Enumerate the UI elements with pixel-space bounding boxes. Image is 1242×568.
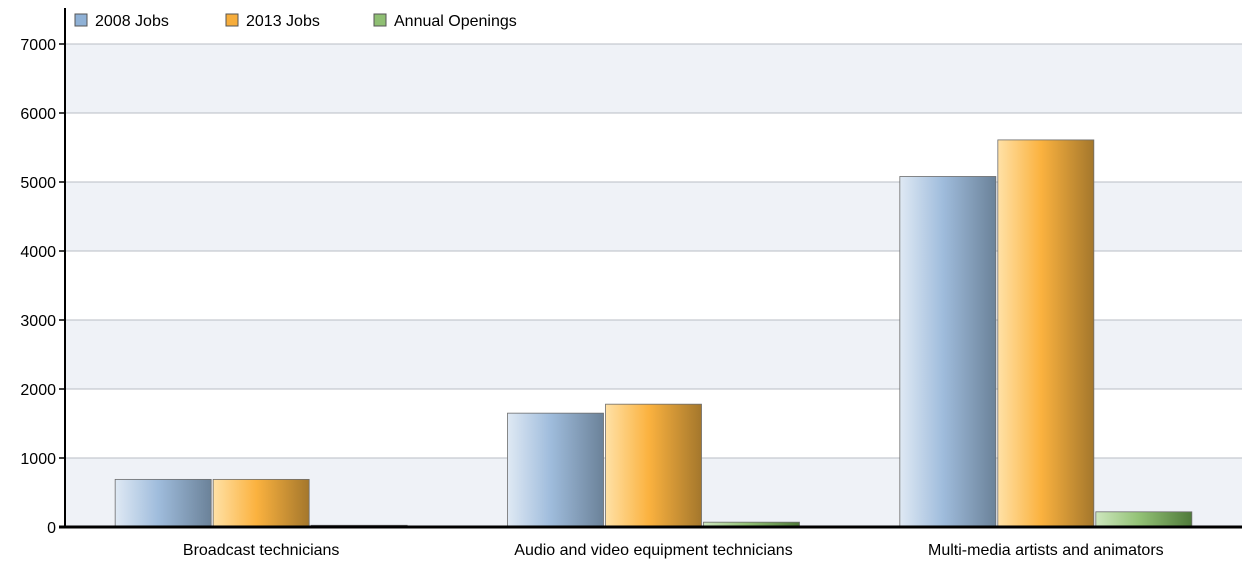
bar	[1095, 511, 1193, 528]
bar	[899, 176, 997, 528]
y-tick-label: 3000	[20, 313, 56, 330]
legend: 2008 Jobs 2013 Jobs Annual Openings	[74, 13, 517, 30]
x-tick-label: Multi-media artists and animators	[928, 542, 1164, 559]
legend-label: 2008 Jobs	[95, 13, 169, 30]
y-tick-label: 4000	[20, 244, 56, 261]
legend-label: 2013 Jobs	[246, 13, 320, 30]
legend-label: Annual Openings	[394, 13, 517, 30]
y-tick-label: 6000	[20, 106, 56, 123]
x-tick-label: Broadcast technicians	[183, 542, 340, 559]
bar	[212, 478, 310, 528]
bar	[997, 139, 1095, 528]
bar	[114, 478, 212, 528]
plot-band	[65, 8, 1242, 44]
y-tick-label: 0	[47, 520, 56, 537]
tick-labels: 0 1000 2000 3000 4000 5000 6000 7000 Broadcast t…	[20, 37, 1163, 559]
x-tick-label: Audio and video equipment technicians	[514, 542, 792, 559]
y-tick-label: 7000	[20, 37, 56, 54]
bars	[114, 139, 1193, 528]
legend-swatch	[373, 13, 387, 27]
bar	[507, 412, 604, 528]
y-tick-label: 5000	[20, 175, 56, 192]
y-tick-label: 1000	[20, 451, 56, 468]
axes	[59, 8, 1242, 529]
plot-band	[65, 44, 1242, 113]
bar	[605, 403, 702, 528]
legend-swatch	[225, 13, 239, 27]
y-tick-label: 2000	[20, 382, 56, 399]
legend-swatch	[74, 13, 88, 27]
